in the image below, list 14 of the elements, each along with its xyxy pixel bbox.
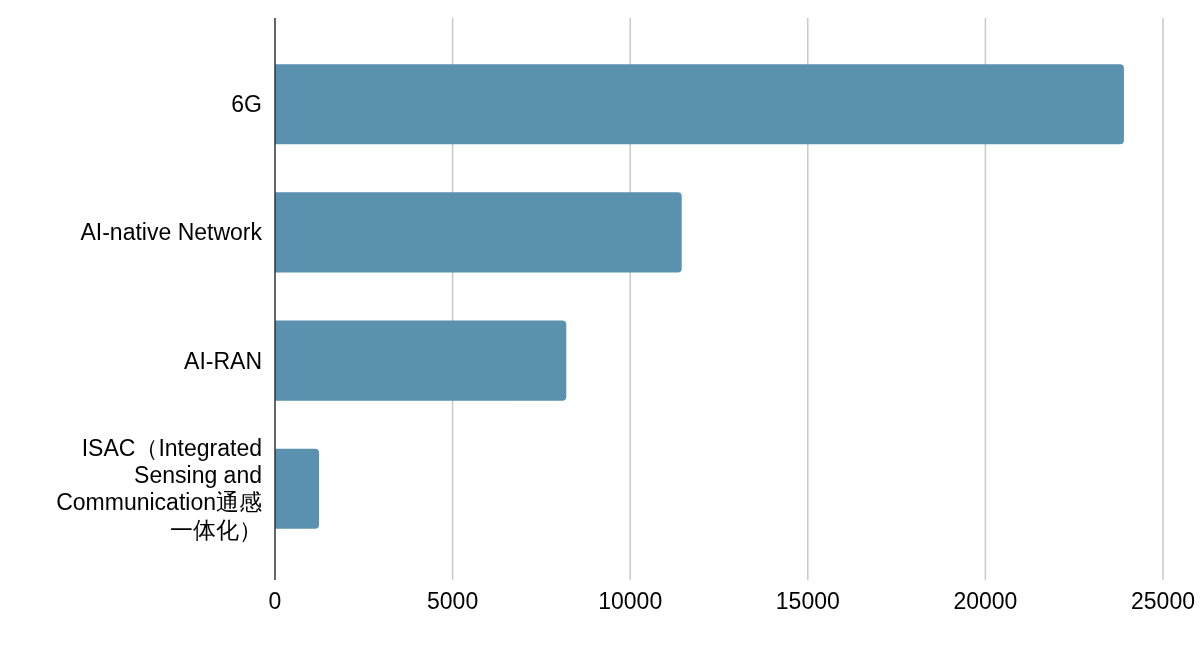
x-tick-label: 25000: [1131, 588, 1195, 614]
y-tick-label: AI-native Network: [80, 219, 263, 246]
x-tick-label: 15000: [775, 588, 840, 614]
y-tick-label: ISAC（Integrated Sensing and Communication通感一体化）: [56, 434, 262, 543]
y-tick-label: 6G: [231, 91, 262, 118]
x-tick-label: 5000: [427, 588, 479, 614]
y-tick-label: AI-RAN: [184, 347, 262, 374]
bar: [275, 192, 682, 273]
bar: [275, 320, 567, 401]
bar: [275, 64, 1124, 145]
x-tick-label: 0: [268, 588, 282, 614]
bar: [275, 448, 320, 529]
x-tick-label: 20000: [953, 588, 1018, 614]
x-tick-label: 10000: [598, 588, 663, 614]
